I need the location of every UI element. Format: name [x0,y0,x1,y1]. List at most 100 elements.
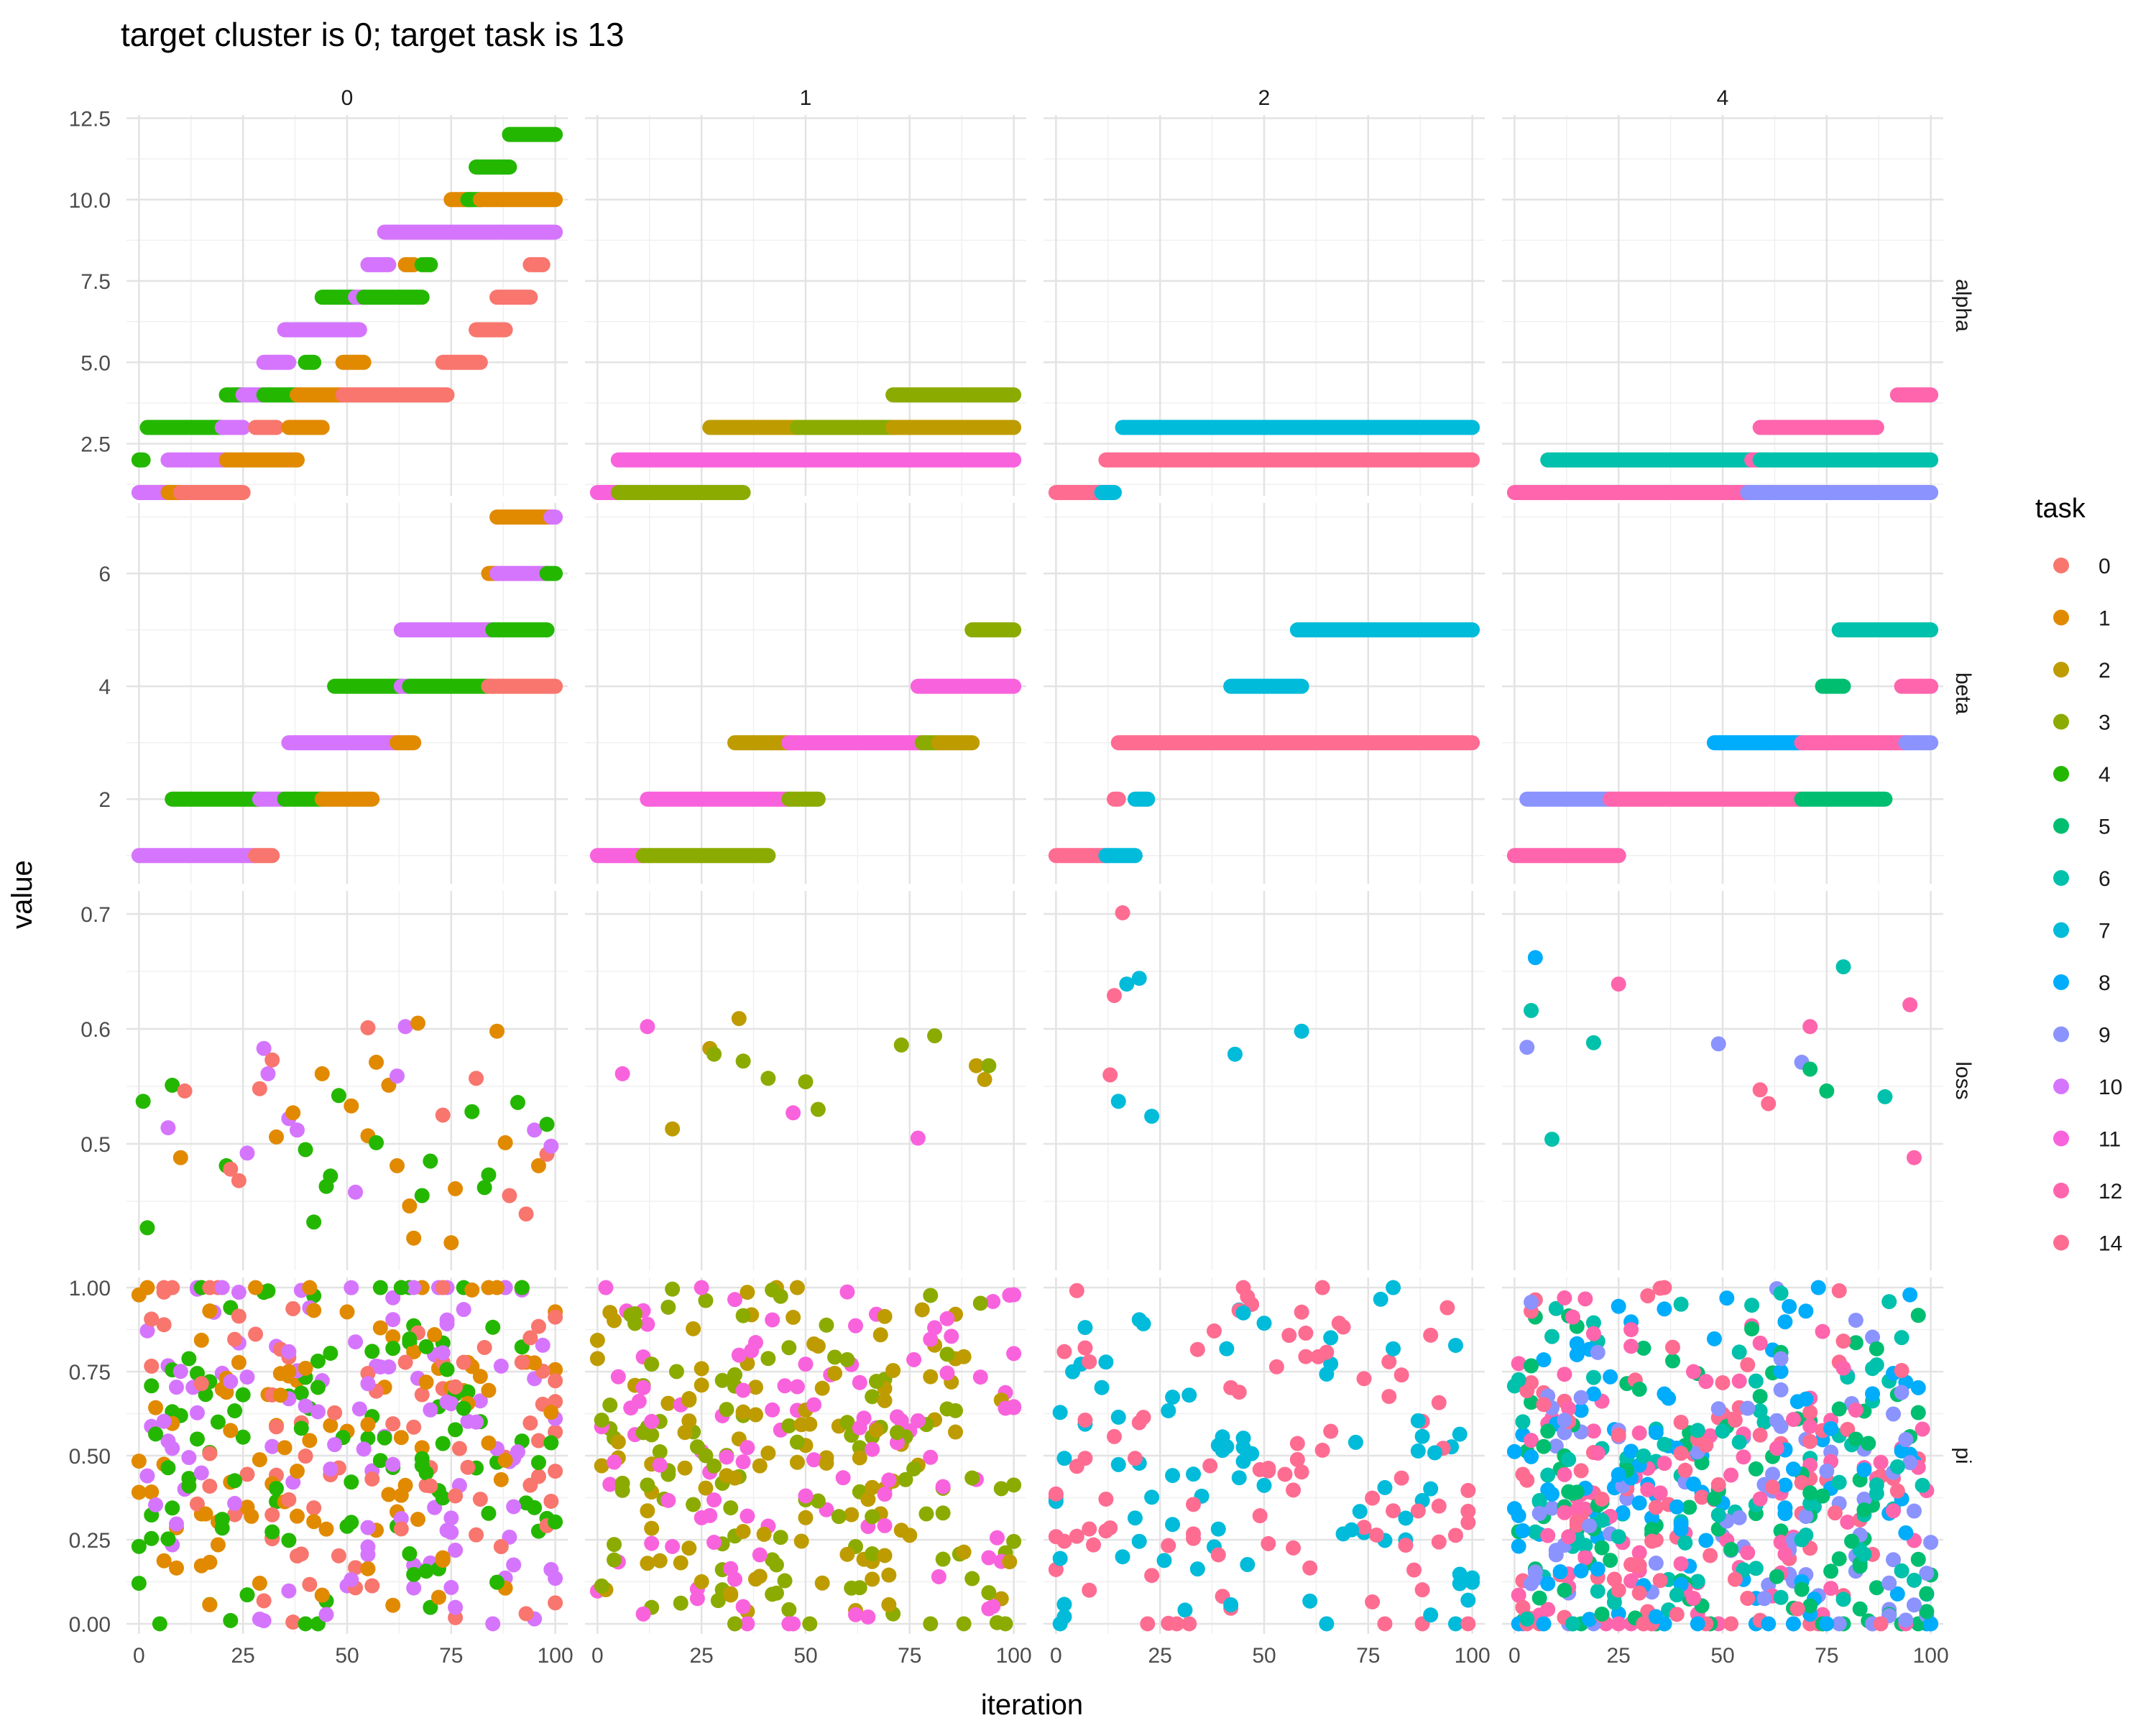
point-task-12 [1740,1545,1756,1561]
point-task-4 [310,1380,326,1395]
point-task-8 [1506,1443,1522,1459]
point-task-4 [235,1387,251,1403]
point-task-0 [202,1478,218,1494]
point-task-14 [1106,1428,1122,1444]
point-task-14 [1240,1289,1256,1305]
point-task-4 [439,1362,455,1377]
point-task-8 [1810,1280,1826,1295]
point-task-11 [689,1591,705,1607]
point-task-14 [1794,1474,1810,1490]
point-task-2 [868,1423,884,1438]
point-task-7 [1110,1456,1126,1472]
point-task-4 [489,1574,505,1590]
point-task-11 [602,1477,618,1492]
point-task-6 [1669,1587,1685,1603]
point-task-4 [364,1344,380,1359]
point-task-3 [706,1046,722,1062]
point-task-2 [872,1327,888,1343]
point-task-14 [1669,1607,1685,1622]
point-task-3 [773,1530,788,1546]
point-task-6 [1752,1403,1768,1419]
point-task-4 [235,1429,251,1445]
point-task-8 [1511,1538,1526,1554]
point-task-5 [1815,1488,1830,1504]
point-task-6 [1585,1315,1601,1331]
point-task-10 [393,1510,409,1526]
panel-2-alpha [1044,115,1485,496]
point-task-8 [1569,1346,1585,1362]
point-task-8 [1685,1476,1701,1492]
point-task-5 [1848,1431,1864,1447]
point-task-8 [1657,1301,1672,1317]
points-1-pi [589,1280,1022,1632]
point-task-3 [981,1585,997,1601]
point-task-2 [610,1434,626,1450]
point-task-7 [1465,1570,1480,1586]
y-tick-label-loss: 0.5 [80,1133,111,1157]
point-task-4 [139,1220,155,1236]
point-task-11 [735,1454,751,1470]
point-task-3 [773,1288,788,1304]
point-task-11 [893,1413,909,1428]
point-task-0 [385,1416,401,1432]
point-task-0 [502,1188,517,1203]
point-task-2 [594,1458,609,1474]
point-task-3 [993,1481,1009,1497]
point-task-1 [131,1287,147,1303]
x-tick-label: 100 [538,1644,573,1668]
point-task-11 [910,1413,926,1428]
point-task-14 [1077,1340,1093,1356]
point-task-0 [514,1354,530,1370]
point-task-1 [385,1597,401,1613]
facet-row-label-pi: pi [1951,1447,1975,1464]
point-task-7 [1344,1522,1360,1538]
point-task-1 [339,1304,355,1320]
point-task-3 [935,1551,951,1567]
point-task-9 [1524,1294,1539,1310]
point-task-10 [406,1280,422,1295]
point-task-6 [1835,1591,1851,1607]
point-task-14 [1631,1558,1647,1574]
point-task-10 [344,1572,359,1588]
point-task-4 [435,1436,451,1451]
point-task-9 [1885,1406,1901,1422]
point-task-0 [360,1020,376,1035]
point-task-14 [1740,1590,1756,1606]
point-task-5 [1844,1533,1860,1549]
x-tick-label: 50 [1710,1644,1734,1668]
point-task-14 [1056,1533,1072,1549]
point-task-2 [1002,1554,1018,1570]
point-task-8 [1823,1420,1839,1436]
point-task-3 [660,1299,676,1315]
point-task-2 [681,1413,697,1429]
point-task-0 [227,1507,243,1523]
point-task-12 [1561,1400,1577,1416]
point-task-2 [881,1597,897,1612]
point-task-9 [1831,1616,1847,1632]
point-task-3 [789,1434,805,1450]
legend-label-3: 3 [2099,711,2111,735]
point-task-14 [1286,1540,1302,1556]
point-task-12 [1511,1356,1526,1372]
point-task-4 [152,1616,167,1632]
point-task-7 [1423,1481,1439,1497]
point-task-3 [819,1317,834,1333]
point-task-2 [677,1425,693,1441]
point-task-10 [169,1380,185,1395]
point-task-6 [1606,1594,1622,1610]
point-task-14 [1727,1413,1743,1428]
point-task-8 [1889,1586,1905,1602]
point-task-0 [202,1280,218,1295]
point-task-2 [789,1454,805,1470]
point-task-1 [144,1484,160,1500]
point-task-14 [1381,1354,1397,1369]
point-task-14 [1652,1573,1668,1589]
point-task-14 [1594,1491,1610,1507]
point-task-8 [1777,1314,1793,1330]
point-task-3 [798,1074,814,1090]
point-task-14 [1640,1288,1656,1304]
x-tick-label: 50 [1252,1644,1276,1668]
point-task-14 [1460,1616,1476,1632]
point-task-5 [1802,1598,1818,1614]
point-task-7 [1056,1597,1072,1612]
